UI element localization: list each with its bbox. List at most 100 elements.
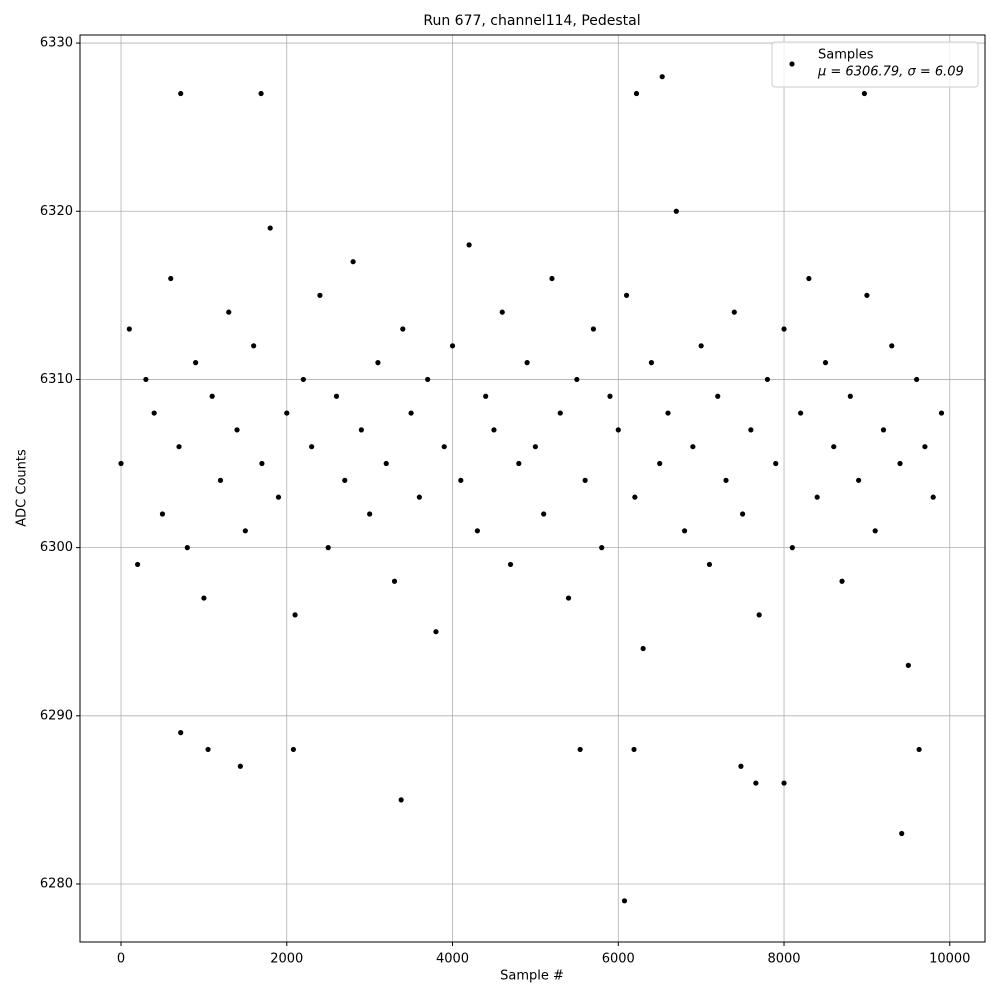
point xyxy=(178,90,184,97)
point xyxy=(350,259,356,265)
point xyxy=(582,477,588,483)
point xyxy=(290,746,297,753)
point xyxy=(822,360,829,366)
point xyxy=(391,578,398,584)
point xyxy=(458,477,464,483)
point xyxy=(681,528,688,534)
point xyxy=(541,511,547,517)
x-tick-label: 2000 xyxy=(270,952,303,967)
y-tick-label: 6280 xyxy=(40,876,73,891)
point xyxy=(309,444,315,450)
point xyxy=(577,746,583,753)
point xyxy=(118,460,124,467)
point xyxy=(300,376,306,383)
point xyxy=(433,629,439,635)
point xyxy=(731,309,737,315)
point xyxy=(938,410,945,416)
point xyxy=(201,595,207,601)
point xyxy=(698,343,704,349)
point xyxy=(798,410,804,416)
point xyxy=(756,612,762,618)
point xyxy=(659,74,665,80)
point xyxy=(673,208,679,214)
point xyxy=(226,309,232,315)
point xyxy=(524,360,530,366)
point xyxy=(275,494,282,500)
point xyxy=(151,410,157,416)
point xyxy=(930,494,936,500)
point xyxy=(358,427,364,433)
point xyxy=(126,326,132,332)
point xyxy=(607,393,613,399)
point xyxy=(599,545,605,551)
point xyxy=(889,343,895,349)
point xyxy=(507,561,514,568)
legend-stats: μ = 6306.79, σ = 6.09 xyxy=(817,65,964,80)
point xyxy=(205,746,211,753)
point xyxy=(217,477,224,483)
point xyxy=(905,662,911,668)
point xyxy=(333,393,340,399)
point xyxy=(916,746,922,753)
y-tick-label: 6330 xyxy=(40,36,73,51)
point xyxy=(789,545,795,551)
point xyxy=(897,460,903,467)
point xyxy=(168,275,174,282)
point xyxy=(258,90,264,97)
point xyxy=(880,427,887,433)
x-tick-label: 10000 xyxy=(929,952,970,967)
point xyxy=(176,444,182,450)
legend-label: Samples xyxy=(818,48,874,63)
x-axis-label: Sample # xyxy=(500,969,564,984)
point xyxy=(690,444,696,450)
point xyxy=(416,494,422,500)
point xyxy=(633,90,640,97)
point xyxy=(474,528,480,534)
point xyxy=(159,511,166,517)
y-tick-label: 6300 xyxy=(40,540,73,555)
point xyxy=(367,511,373,517)
legend-box xyxy=(771,41,979,88)
point xyxy=(234,427,240,433)
point xyxy=(753,780,759,786)
point xyxy=(184,545,190,551)
point xyxy=(861,90,868,97)
point xyxy=(491,427,497,433)
point xyxy=(284,410,290,416)
x-tick-label: 6000 xyxy=(602,952,635,967)
point xyxy=(425,376,431,383)
point xyxy=(781,780,787,786)
point xyxy=(441,444,447,450)
point xyxy=(178,730,184,736)
point xyxy=(648,360,655,366)
x-tick-label: 8000 xyxy=(767,952,800,967)
point xyxy=(267,225,273,231)
point xyxy=(847,393,853,399)
point xyxy=(342,477,348,483)
point xyxy=(806,275,812,282)
point xyxy=(317,292,323,298)
legend-marker xyxy=(789,61,795,67)
y-axis-label: ADC Counts xyxy=(15,449,30,527)
point xyxy=(209,393,215,399)
point xyxy=(193,360,199,366)
point xyxy=(516,460,522,467)
point xyxy=(781,326,787,332)
y-tick-label: 6290 xyxy=(40,708,73,723)
point xyxy=(814,494,820,500)
point xyxy=(565,595,572,601)
point xyxy=(621,898,628,904)
point xyxy=(739,511,746,517)
point xyxy=(715,393,721,399)
point xyxy=(856,477,862,483)
point xyxy=(557,410,563,416)
point xyxy=(292,612,298,618)
point xyxy=(259,460,265,467)
point xyxy=(631,746,637,753)
point xyxy=(143,376,149,383)
point xyxy=(706,561,713,568)
point xyxy=(449,343,456,349)
point xyxy=(242,528,248,534)
point xyxy=(615,427,621,433)
